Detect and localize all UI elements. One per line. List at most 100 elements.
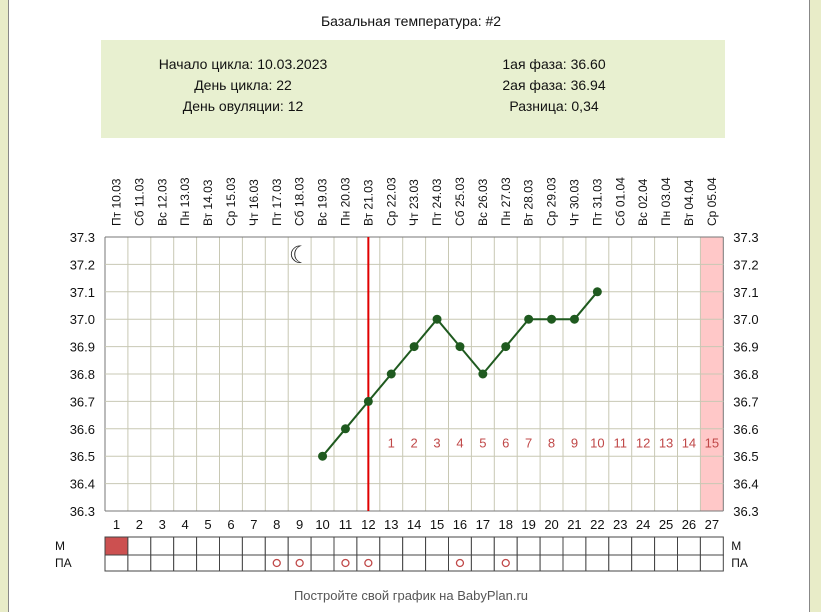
date-label: Ср 15.03 xyxy=(224,177,238,226)
day-number: 26 xyxy=(682,517,696,532)
pa-mark xyxy=(501,558,510,568)
pa-cell xyxy=(654,554,678,572)
y-tick-left: 36.4 xyxy=(70,477,95,492)
temperature-point xyxy=(547,314,557,324)
date-label: Пт 24.03 xyxy=(430,178,444,226)
phase-number: 7 xyxy=(525,436,532,451)
phase-difference: Разница: 0,34 xyxy=(509,98,599,114)
m-cell xyxy=(104,536,129,556)
pa-cell xyxy=(699,554,724,572)
pa-mark xyxy=(341,558,350,568)
m-cell xyxy=(379,536,404,556)
cycle-start: Начало цикла: 10.03.2023 xyxy=(159,56,328,72)
row-label-m: М xyxy=(55,539,65,553)
y-tick-left: 36.3 xyxy=(70,504,95,519)
day-number: 25 xyxy=(659,517,673,532)
date-label: Чт 30.03 xyxy=(567,179,581,226)
day-number: 16 xyxy=(453,517,467,532)
y-tick-left: 36.6 xyxy=(70,422,95,437)
y-tick-left: 36.8 xyxy=(70,367,95,382)
day-number: 17 xyxy=(476,517,490,532)
date-label: Пт 17.03 xyxy=(270,178,284,226)
phase-number: 8 xyxy=(548,436,555,451)
phase-number: 11 xyxy=(614,436,628,451)
pa-mark xyxy=(455,558,465,568)
pa-cell xyxy=(677,554,701,572)
date-label: Пн 03.04 xyxy=(659,177,673,226)
pa-cell xyxy=(287,554,312,572)
date-label: Пн 20.03 xyxy=(338,177,352,226)
phase1-average: 1ая фаза: 36.60 xyxy=(502,56,605,72)
pa-cell xyxy=(150,554,175,572)
date-label: Чт 16.03 xyxy=(247,179,261,226)
pa-cell xyxy=(585,554,610,572)
m-cell xyxy=(127,536,152,556)
pa-cell xyxy=(241,554,266,572)
pa-cell xyxy=(127,554,152,572)
pa-mark xyxy=(272,558,281,568)
date-label: Вс 12.03 xyxy=(155,178,169,226)
date-label: Вс 02.04 xyxy=(636,178,650,226)
y-tick-left: 36.9 xyxy=(70,340,95,355)
m-cell xyxy=(539,536,564,556)
temperature-point xyxy=(318,451,328,461)
date-label: Вс 26.03 xyxy=(476,178,490,226)
y-tick-right: 37.2 xyxy=(733,257,758,272)
day-number: 22 xyxy=(590,517,604,532)
phase-number: 9 xyxy=(571,436,578,451)
pa-cell xyxy=(356,554,381,572)
pa-cell xyxy=(493,554,518,572)
day-number: 21 xyxy=(567,517,581,532)
day-number: 2 xyxy=(136,517,143,532)
m-cell xyxy=(264,536,289,556)
y-tick-left: 37.0 xyxy=(70,312,95,327)
m-cell xyxy=(470,536,495,556)
ovulation-day: День овуляции: 12 xyxy=(183,98,304,114)
temperature-point xyxy=(592,287,602,297)
row-label-m-right: М xyxy=(731,539,741,553)
pa-cell xyxy=(448,554,472,572)
phase-number: 1 xyxy=(388,436,395,451)
day-number: 3 xyxy=(159,517,166,532)
m-cell xyxy=(356,536,381,556)
m-cell xyxy=(425,536,450,556)
date-label: Сб 01.04 xyxy=(613,177,627,226)
day-number: 5 xyxy=(204,517,211,532)
footer-link[interactable]: Постройте свой график на BabyPlan.ru xyxy=(294,588,528,603)
date-label: Ср 05.04 xyxy=(705,177,719,226)
pa-cell xyxy=(264,554,289,572)
date-label: Вт 21.03 xyxy=(361,179,375,226)
date-label: Сб 18.03 xyxy=(293,177,307,226)
phase-number: 10 xyxy=(590,436,604,451)
temperature-point xyxy=(409,342,419,352)
y-tick-labels: 37.3 37.3 37.2 37.2 37.1 37.1 37.0 37.0 36.9 36.9… xyxy=(70,230,759,519)
pa-mark xyxy=(364,558,373,568)
pa-cell xyxy=(402,554,427,572)
date-label: Пн 13.03 xyxy=(178,177,192,226)
m-cell xyxy=(241,536,266,556)
chart-title: Базальная температура: #2 xyxy=(321,13,501,29)
day-number: 9 xyxy=(296,517,303,532)
m-cell xyxy=(677,536,701,556)
y-tick-left: 37.2 xyxy=(70,257,95,272)
phase-number: 12 xyxy=(636,436,650,451)
m-cell xyxy=(219,536,243,556)
day-number: 27 xyxy=(705,517,719,532)
m-cell xyxy=(402,536,427,556)
pa-cell xyxy=(219,554,243,572)
phase-number: 15 xyxy=(705,436,719,451)
info-box xyxy=(101,40,725,138)
y-tick-right: 36.4 xyxy=(733,477,758,492)
m-cell xyxy=(699,536,724,556)
date-label: Сб 11.03 xyxy=(132,178,146,226)
temperature-point xyxy=(340,424,350,434)
day-number: 18 xyxy=(499,517,513,532)
pa-cell xyxy=(631,554,656,572)
phase-number: 13 xyxy=(659,436,673,451)
m-cell xyxy=(516,536,541,556)
m-cell xyxy=(608,536,633,556)
y-tick-left: 36.5 xyxy=(70,449,95,464)
pa-cell xyxy=(608,554,633,572)
temperature-point xyxy=(363,396,373,406)
pa-mark xyxy=(295,558,304,568)
